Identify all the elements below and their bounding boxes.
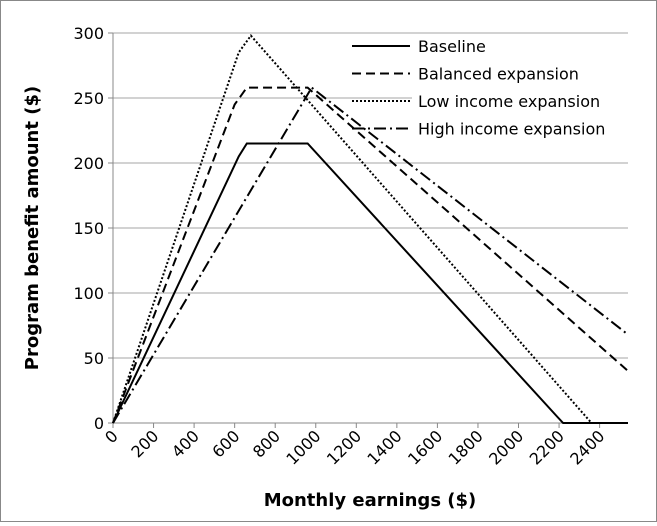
legend-label: Low income expansion <box>418 92 600 111</box>
legend-label: Balanced expansion <box>418 65 579 84</box>
legend-bg <box>412 62 644 85</box>
y-tick-label: 100 <box>73 284 104 303</box>
legend-bg <box>412 117 644 140</box>
y-tick-label: 200 <box>73 154 104 173</box>
series-line <box>112 142 628 424</box>
legend-label: High income expansion <box>418 120 605 139</box>
y-tick-label: 50 <box>84 349 104 368</box>
legend-bg <box>412 90 644 112</box>
legend-bg <box>412 35 644 57</box>
x-axis-title: Monthly earnings ($) <box>264 490 477 511</box>
series-line <box>112 33 628 424</box>
y-tick-label: 250 <box>73 89 104 108</box>
y-tick-label: 0 <box>94 414 104 433</box>
y-tick-label: 300 <box>73 24 104 43</box>
legend-label: Baseline <box>418 37 486 56</box>
y-tick-label: 150 <box>73 219 104 238</box>
y-axis-title: Program benefit amount ($) <box>22 86 43 370</box>
series-line <box>112 86 629 424</box>
